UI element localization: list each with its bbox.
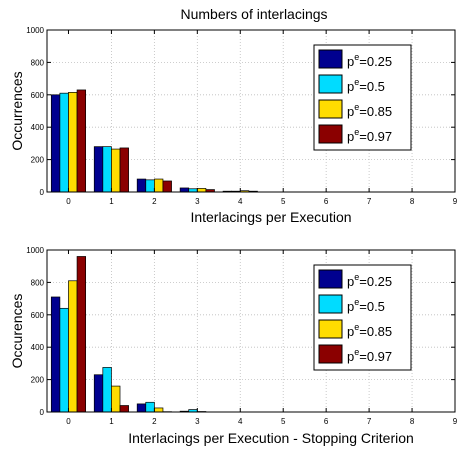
bar xyxy=(154,178,164,193)
x-tick-label: 5 xyxy=(281,417,286,426)
legend-swatch xyxy=(318,294,343,314)
x-tick-label: 5 xyxy=(281,197,286,206)
legend-label: pe=0.97 xyxy=(347,127,392,144)
legend-label: pe=0.97 xyxy=(347,347,392,364)
bar xyxy=(119,147,129,193)
bar xyxy=(136,178,147,193)
x-tick-label: 0 xyxy=(66,417,71,426)
legend-swatch xyxy=(318,49,343,69)
x-axis-label: Interlacings per Execution xyxy=(190,209,351,225)
bar xyxy=(93,374,104,413)
legend-label: pe=0.85 xyxy=(347,102,392,119)
legend-label: pe=0.85 xyxy=(347,322,392,339)
y-tick-label: 1000 xyxy=(26,246,44,255)
legend-label: pe=0.5 xyxy=(347,297,385,314)
bar xyxy=(76,256,87,413)
x-axis-label: Interlacings per Execution - Stopping Cr… xyxy=(128,430,414,446)
bar xyxy=(196,188,207,193)
bar xyxy=(179,187,190,193)
x-tick-label: 1 xyxy=(109,417,114,426)
bar xyxy=(59,92,69,193)
x-tick-label: 2 xyxy=(152,197,157,206)
y-tick-label: 400 xyxy=(31,343,45,352)
y-axis-label: Occurences xyxy=(9,294,25,369)
x-tick-label: 3 xyxy=(195,417,200,426)
legend-label: pe=0.25 xyxy=(347,52,392,69)
bar xyxy=(76,89,87,193)
y-tick-label: 600 xyxy=(31,91,45,100)
x-tick-label: 0 xyxy=(66,197,71,206)
bar xyxy=(162,180,172,193)
figure-title: Numbers of interlacings xyxy=(180,6,327,22)
legend-label: pe=0.25 xyxy=(347,272,392,289)
bar xyxy=(50,94,61,193)
bar xyxy=(111,148,121,193)
plot-frame xyxy=(46,249,456,413)
x-tick-label: 1 xyxy=(109,197,114,206)
bar xyxy=(154,407,164,413)
legend-label: pe=0.5 xyxy=(347,77,385,94)
x-tick-label: 8 xyxy=(410,417,415,426)
x-tick-label: 6 xyxy=(324,197,329,206)
x-tick-label: 2 xyxy=(152,417,157,426)
bar xyxy=(102,367,112,413)
y-tick-label: 200 xyxy=(31,156,45,165)
bar xyxy=(59,307,69,413)
y-axis-label: Occurrences xyxy=(9,71,25,150)
chart-2: 0 200 400 600 800 1000 0 1 2 3 4 5 6 7 8 9 Interlacings … xyxy=(9,246,458,446)
legend-swatch xyxy=(318,124,343,144)
y-tick-label: 800 xyxy=(31,278,45,287)
x-tick-label: 7 xyxy=(367,417,372,426)
x-tick-label: 7 xyxy=(367,197,372,206)
x-tick-label: 8 xyxy=(410,197,415,206)
bar xyxy=(119,405,129,413)
x-tick-label: 3 xyxy=(195,197,200,206)
y-tick-label: 400 xyxy=(31,123,45,132)
y-tick-label: 1000 xyxy=(26,26,44,35)
y-tick-label: 200 xyxy=(31,376,45,385)
bar xyxy=(102,146,112,193)
bar xyxy=(68,92,78,193)
bar xyxy=(93,146,104,193)
bar xyxy=(111,385,121,413)
bar xyxy=(145,401,155,413)
x-tick-label: 4 xyxy=(238,197,243,206)
plot-frame xyxy=(46,29,456,193)
y-tick-label: 600 xyxy=(31,311,45,320)
bar xyxy=(145,179,155,193)
x-tick-label: 9 xyxy=(453,417,458,426)
legend-swatch xyxy=(318,74,343,94)
x-tick-label: 4 xyxy=(238,417,243,426)
bar xyxy=(68,280,78,413)
x-tick-label: 6 xyxy=(324,417,329,426)
y-tick-label: 0 xyxy=(40,188,45,197)
x-tick-label: 9 xyxy=(453,197,458,206)
legend-swatch xyxy=(318,99,343,119)
bar xyxy=(50,296,61,413)
y-tick-label: 0 xyxy=(40,408,45,417)
legend-swatch xyxy=(318,319,343,339)
y-tick-label: 800 xyxy=(31,58,45,67)
bar xyxy=(136,403,147,413)
legend-swatch xyxy=(318,269,343,289)
chart-1: 0 200 400 600 800 1000 0 1 2 3 4 5 6 7 8 9 Interlacings … xyxy=(9,26,458,225)
legend-swatch xyxy=(318,344,343,364)
